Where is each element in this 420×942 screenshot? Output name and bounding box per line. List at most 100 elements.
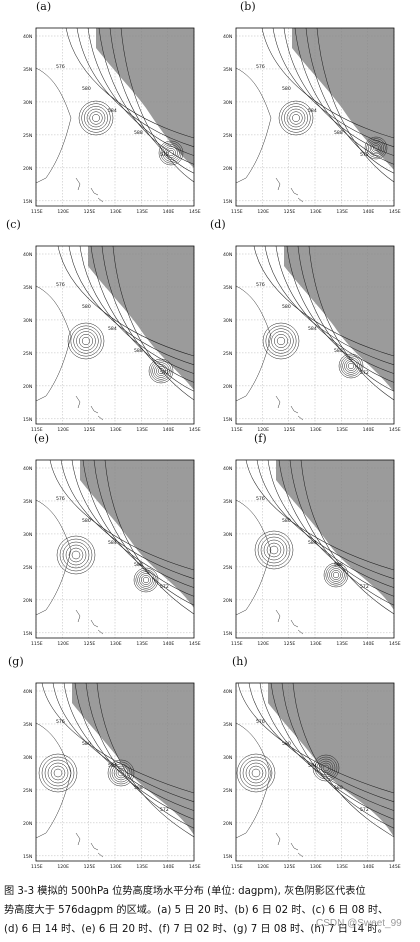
x-tick-label: 140E xyxy=(163,209,175,215)
typhoon-contour-east xyxy=(135,569,157,591)
y-tick-label: 20N xyxy=(23,821,32,827)
typhoon-contour-west xyxy=(78,100,114,136)
contour-line xyxy=(259,682,395,811)
typhoon-contour-east xyxy=(344,359,358,373)
contour-line xyxy=(82,459,195,597)
contour-value-label: 576 xyxy=(256,719,265,725)
map-frame-group: 576 580 584 588 572 40N 35N 30N 25N 20N 15N 115E 120… xyxy=(223,459,401,647)
coastline-islands xyxy=(75,395,104,421)
y-tick-label: 40N xyxy=(223,252,232,258)
x-tick-label: 125E xyxy=(284,209,296,215)
x-tick-label: 125E xyxy=(284,864,296,870)
high-pressure-shading xyxy=(72,683,194,835)
typhoon-contour-east xyxy=(133,567,159,593)
map-f: 576 580 584 588 572 40N 35N 30N 25N 20N 15N 115E 120… xyxy=(223,459,401,647)
map-d: 576 580 584 588 572 40N 35N 30N 25N 20N 15N 115E 120… xyxy=(223,245,401,433)
typhoon-contour-west xyxy=(79,334,93,348)
typhoon-contour-west xyxy=(68,547,84,563)
typhoon-contour-west xyxy=(289,111,303,125)
contour-line xyxy=(270,682,395,820)
coastline-islands xyxy=(75,609,104,635)
typhoon-contour-west xyxy=(269,545,279,555)
contour-line xyxy=(275,245,395,374)
contour-value-label: 576 xyxy=(256,282,265,288)
typhoon-contour-east xyxy=(338,353,364,379)
map-h: 576 580 584 588 572 40N 35N 30N 25N 20N 15N 115E 120… xyxy=(223,682,401,870)
x-tick-label: 140E xyxy=(363,864,375,870)
y-tick-label: 15N xyxy=(23,417,32,423)
typhoon-contour-east xyxy=(164,146,178,160)
typhoon-contour-east xyxy=(366,138,386,158)
coastline xyxy=(235,285,272,402)
typhoon-contour-west xyxy=(84,106,108,130)
typhoon-contour-west xyxy=(86,108,106,128)
panel-a: (a) 576 580 584 588 572 40N 35N 30N 25N 20N 15N 115… xyxy=(22,0,202,215)
contour-value-label: 584 xyxy=(308,540,317,546)
contour-value-label: 576 xyxy=(56,496,65,502)
y-tick-label: 20N xyxy=(223,821,232,827)
typhoon-contour-east xyxy=(316,758,336,778)
contour-value-label: 588 xyxy=(334,130,343,136)
x-tick-label: 145E xyxy=(189,427,201,433)
map-frame-group: 576 580 584 588 572 40N 35N 30N 25N 20N 15N 115E 120… xyxy=(23,27,201,215)
y-tick-label: 15N xyxy=(23,199,32,205)
high-pressure-shading xyxy=(88,246,194,390)
typhoon-contour-east xyxy=(154,364,168,378)
typhoon-contour-west xyxy=(76,331,96,351)
y-tick-label: 15N xyxy=(223,417,232,423)
map-frame-group: 576 580 584 588 572 40N 35N 30N 25N 20N 15N 115E 120… xyxy=(23,682,201,870)
y-tick-label: 25N xyxy=(223,351,232,357)
x-tick-label: 120E xyxy=(257,641,269,647)
typhoon-contour-west xyxy=(274,334,288,348)
typhoon-contour-east xyxy=(320,762,332,774)
contour-value-label: 588 xyxy=(334,348,343,354)
y-tick-label: 15N xyxy=(223,631,232,637)
x-tick-label: 135E xyxy=(136,427,148,433)
map-frame-group: 576 580 584 588 572 40N 35N 30N 25N 20N 15N 115E 120… xyxy=(223,27,401,215)
contour-value-label: 572 xyxy=(160,807,169,813)
caption-line-3: (d) 6 日 14 时、(e) 6 日 20 时、(f) 7 日 02 时、(… xyxy=(4,924,388,935)
contour-value-label: 576 xyxy=(256,496,265,502)
contour-line xyxy=(85,682,195,829)
panel-f: (f) 576 580 584 588 572 40N 35N 30N 25N 20N 15N 115… xyxy=(222,432,402,647)
x-tick-label: 120E xyxy=(257,427,269,433)
x-tick-label: 115E xyxy=(231,209,243,215)
contour-line xyxy=(292,682,395,838)
x-tick-label: 135E xyxy=(336,641,348,647)
contour-value-label: 576 xyxy=(256,64,265,70)
y-tick-label: 25N xyxy=(23,133,32,139)
typhoon-contour-west xyxy=(65,544,87,566)
contour-value-label: 584 xyxy=(308,108,317,114)
contour-line xyxy=(112,245,195,401)
typhoon-contour-east xyxy=(342,357,360,375)
x-tick-label: 115E xyxy=(231,641,243,647)
y-tick-label: 30N xyxy=(223,318,232,324)
x-tick-label: 135E xyxy=(136,641,148,647)
contour-value-label: 572 xyxy=(360,152,369,158)
x-tick-label: 145E xyxy=(189,641,201,647)
map-border xyxy=(35,459,195,639)
y-tick-label: 35N xyxy=(223,499,232,505)
map-frame-group: 576 580 584 588 572 40N 35N 30N 25N 20N 15N 115E 120… xyxy=(23,245,201,433)
high-pressure-shading xyxy=(284,246,394,392)
x-tick-label: 120E xyxy=(257,864,269,870)
coastline-islands xyxy=(275,832,304,858)
coastline xyxy=(235,67,272,184)
x-tick-label: 145E xyxy=(389,209,401,215)
y-tick-label: 30N xyxy=(23,100,32,106)
contour-value-label: 580 xyxy=(282,304,291,310)
map-frame-group: 576 580 584 588 572 40N 35N 30N 25N 20N 15N 115E 120… xyxy=(223,682,401,870)
x-tick-label: 140E xyxy=(163,427,175,433)
y-tick-label: 30N xyxy=(23,318,32,324)
contour-line xyxy=(256,459,395,580)
x-tick-label: 115E xyxy=(31,641,43,647)
contour-line xyxy=(87,27,195,156)
y-tick-label: 15N xyxy=(223,854,232,860)
contour-line xyxy=(272,27,395,148)
contour-value-label: 584 xyxy=(108,763,117,769)
coastline-islands xyxy=(275,609,304,635)
contour-value-label: 580 xyxy=(82,518,91,524)
contour-value-label: 580 xyxy=(82,304,91,310)
figure-caption: 图 3-3 模拟的 500hPa 位势高度场水平分布 (单位: dagpm), … xyxy=(4,882,418,939)
panel-label-a: (a) xyxy=(36,0,52,13)
